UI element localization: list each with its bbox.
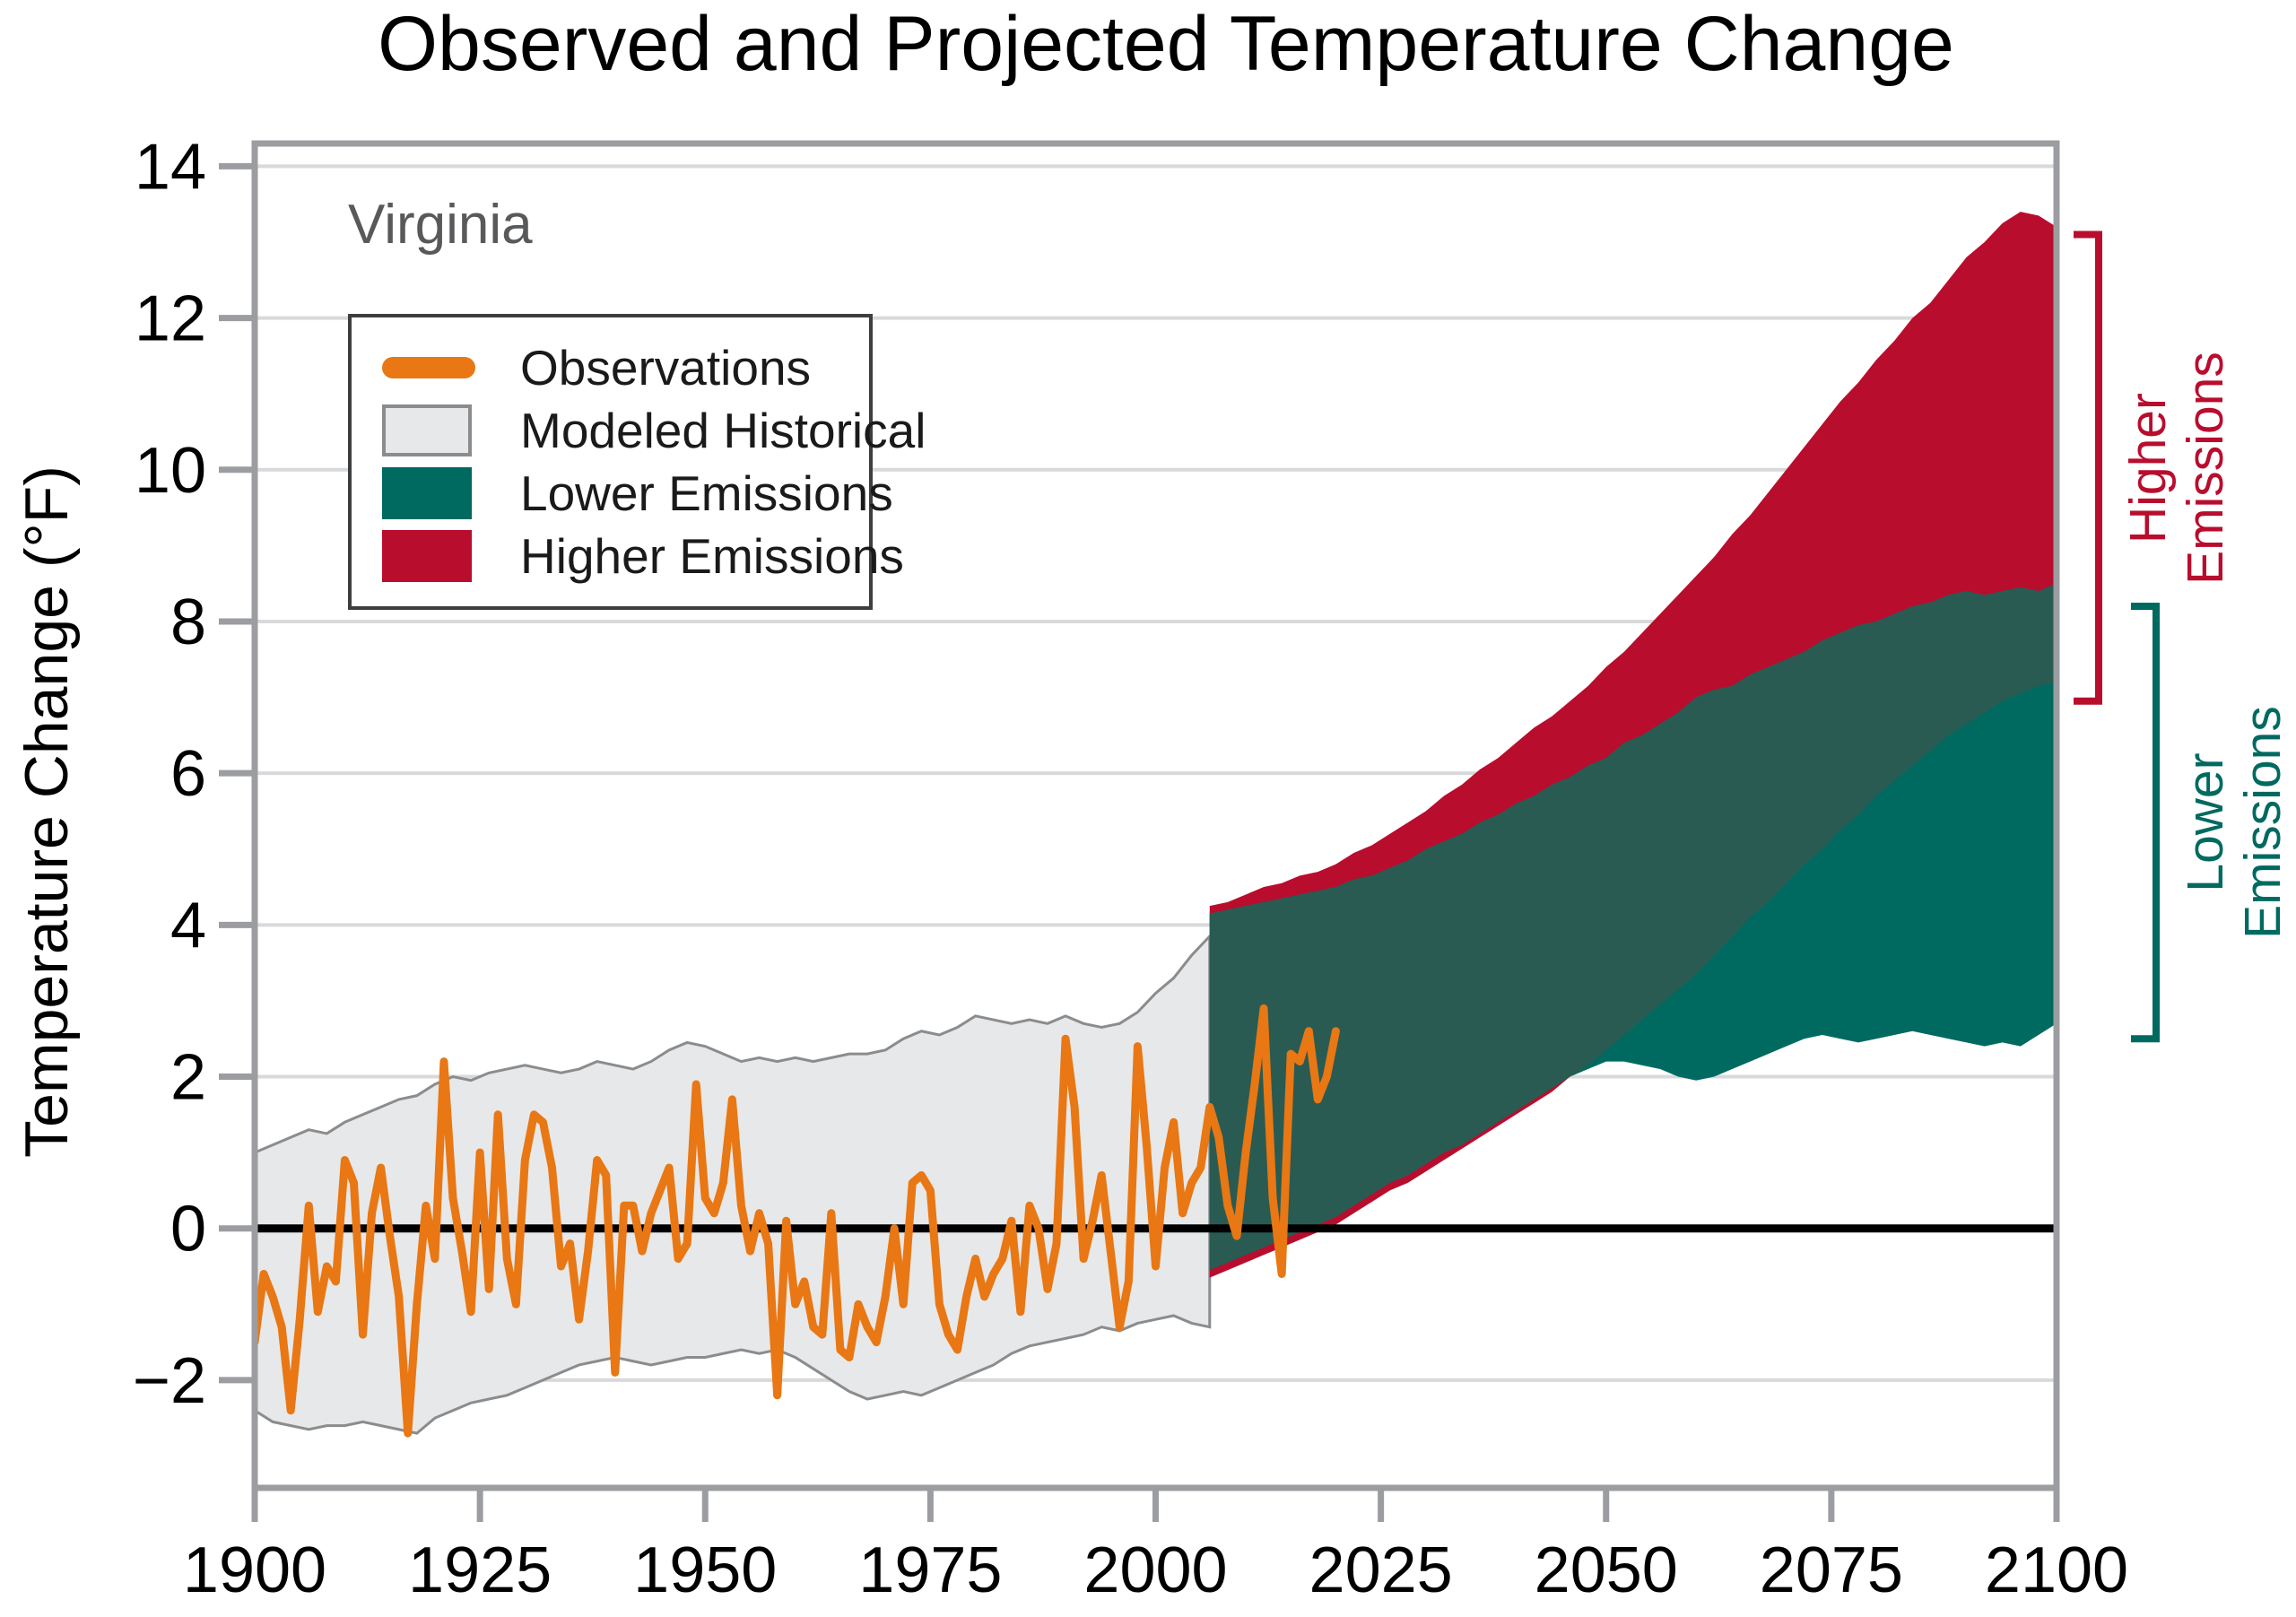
svg-text:1900: 1900 — [183, 1534, 326, 1606]
higher-emissions-swatch-icon — [382, 530, 472, 582]
lower-emissions-swatch-icon — [382, 467, 472, 519]
svg-text:14: 14 — [135, 131, 206, 203]
svg-text:1975: 1975 — [858, 1534, 1002, 1606]
legend-label: Lower Emissions — [520, 465, 893, 521]
svg-text:8: 8 — [170, 587, 206, 658]
svg-text:6: 6 — [170, 738, 206, 810]
svg-text:2000: 2000 — [1083, 1534, 1227, 1606]
svg-text:1925: 1925 — [408, 1534, 552, 1606]
legend-item-lower-emissions: Lower Emissions — [382, 465, 893, 521]
svg-text:1950: 1950 — [633, 1534, 777, 1606]
svg-text:2025: 2025 — [1309, 1534, 1453, 1606]
higher-emissions-annotation: Higher Emissions — [2119, 351, 2235, 585]
legend-label: Modeled Historical — [520, 403, 926, 458]
legend-label: Observations — [520, 340, 812, 396]
svg-text:2: 2 — [170, 1042, 206, 1114]
higher-emissions-annotation-line2: Emissions — [2177, 351, 2234, 585]
legend-item-modeled-historical: Modeled Historical — [382, 403, 926, 458]
region-label: Virginia — [348, 194, 533, 256]
modeled-historical-swatch-icon — [382, 404, 472, 456]
svg-text:2100: 2100 — [1985, 1534, 2128, 1606]
lower-emissions-annotation: Lower Emissions — [2177, 706, 2292, 939]
lower-emissions-annotation-line2: Emissions — [2234, 706, 2292, 939]
svg-text:2050: 2050 — [1535, 1534, 1678, 1606]
observations-line-swatch-icon — [382, 357, 475, 378]
legend-item-observations: Observations — [382, 340, 842, 396]
svg-text:4: 4 — [170, 890, 206, 961]
legend: Observations Modeled Historical Lower Em… — [348, 314, 926, 610]
svg-text:−2: −2 — [133, 1345, 206, 1417]
chart-title: Observed and Projected Temperature Chang… — [378, 1, 1954, 87]
svg-text:10: 10 — [135, 435, 206, 507]
svg-text:0: 0 — [170, 1194, 206, 1265]
lower-emissions-annotation-line1: Lower — [2177, 752, 2235, 892]
svg-text:12: 12 — [135, 283, 206, 355]
legend-item-higher-emissions: Higher Emissions — [382, 528, 904, 584]
legend-label: Higher Emissions — [520, 528, 904, 584]
svg-text:2075: 2075 — [1760, 1534, 1903, 1606]
y-axis-title: Temperature Change (°F) — [13, 465, 81, 1158]
higher-emissions-annotation-line1: Higher — [2119, 392, 2178, 543]
